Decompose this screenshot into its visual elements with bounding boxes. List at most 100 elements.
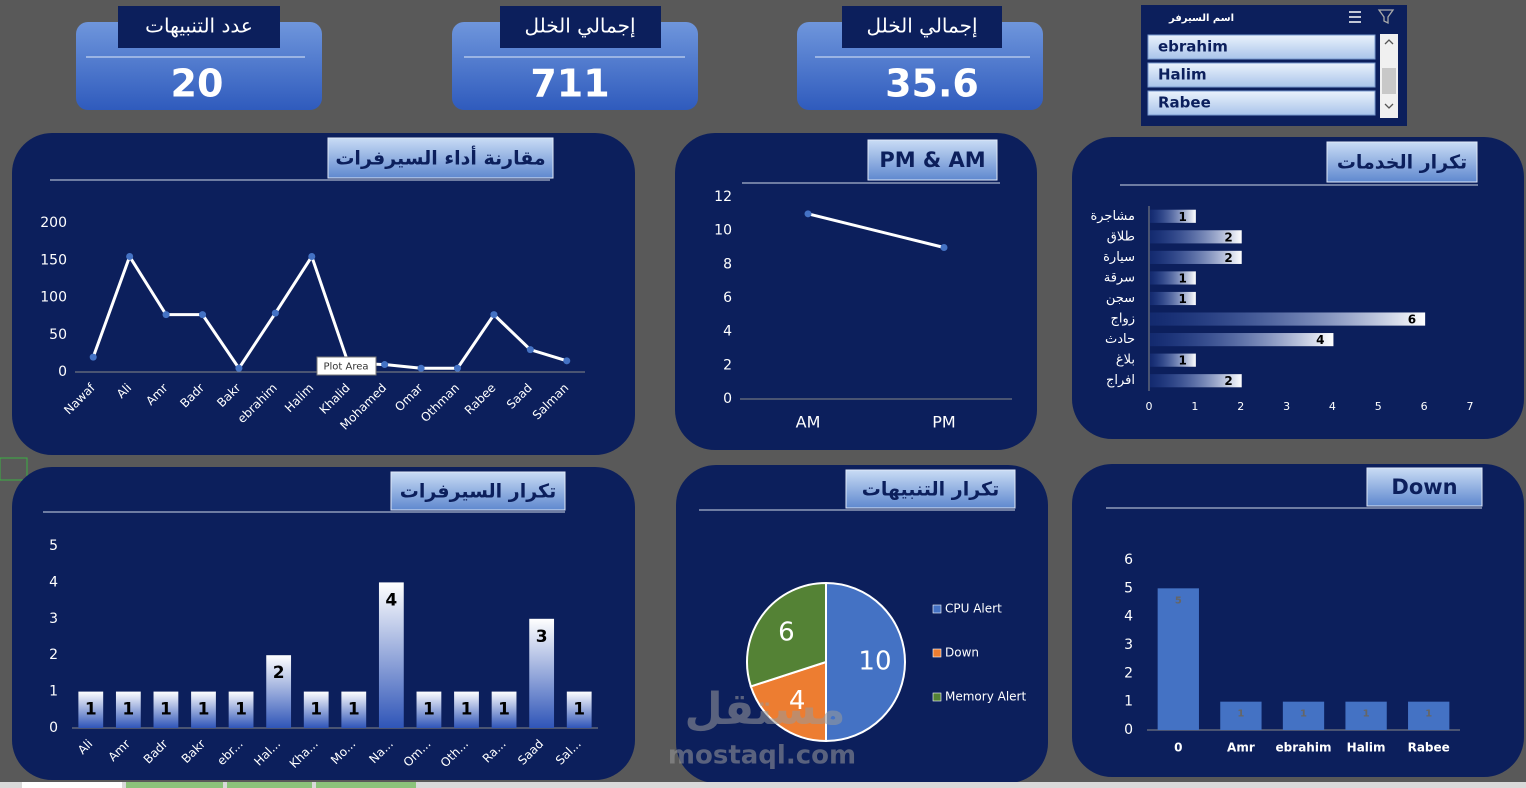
bar [1282,701,1325,730]
pie-slice [749,660,827,743]
value-label: 10 [858,647,891,677]
tooltip: Plot Area [316,356,377,376]
multi-select-button[interactable] [1344,8,1366,26]
bar [303,691,329,728]
legend-swatch [932,692,942,702]
y-tick-label: 4 [49,574,58,590]
sheet-tab[interactable] [22,782,122,788]
clear-filter-button[interactable] [1376,8,1398,26]
legend-label: Memory Alert [945,690,1026,704]
y-tick-label: 1 [49,684,58,700]
sheet-tab[interactable] [227,782,312,788]
kpi-title: عدد التنبيهات [145,14,253,38]
value-label: 4 [385,590,397,610]
bar [1345,701,1387,730]
value-label: 1 [85,700,97,720]
slicer-item[interactable]: ebrahim [1147,34,1376,60]
y-tick-label: 0 [723,391,732,407]
marker [417,364,425,372]
sheet-tab[interactable] [126,782,223,788]
bar [1150,353,1196,367]
kpi-value: 711 [530,62,609,106]
legend-swatch [932,648,942,658]
x-tick-label: 0 [1146,400,1153,413]
scroll-thumb[interactable] [1382,68,1396,94]
value-label: 1 [573,700,585,720]
slicer-item[interactable]: Halim [1147,62,1376,88]
y-tick-label: 50 [49,327,67,343]
bar [378,582,404,728]
value-label: 1 [1363,709,1370,720]
y-tick-label: 1 [1124,694,1133,710]
x-tick-label: 6 [1421,400,1428,413]
bar [1150,374,1242,388]
y-tick-label: 5 [49,538,58,554]
y-tick-label: 4 [1124,609,1133,625]
title-bg [867,139,998,181]
y-tick-label: حادث [1105,332,1135,347]
bar [1157,588,1199,730]
marker [490,311,498,319]
y-tick-label: 2 [723,357,732,373]
bar [529,618,555,728]
value-label: 1 [1178,292,1186,306]
value-label: 4 [1316,333,1324,347]
bar [1220,701,1262,730]
bar [1150,291,1196,306]
panel-bg [675,133,1037,450]
card-title-bg [118,6,280,48]
item-bg[interactable] [1147,62,1376,88]
bar [78,691,104,728]
item-bg[interactable] [1147,90,1376,116]
y-tick-label: 12 [714,189,732,205]
tooltip-text: Plot Area [323,362,368,373]
value-label: 1 [498,700,510,720]
item-label[interactable]: Halim [1158,66,1207,84]
bar [341,691,367,728]
y-tick-label: سجن [1106,291,1135,306]
title-bg [327,137,554,179]
y-tick-label: 3 [49,611,58,627]
bar [1150,230,1242,244]
item-label[interactable]: ebrahim [1158,38,1228,56]
x-tick-label: AM [796,413,821,432]
value-label: 2 [1224,251,1232,265]
cell-selection [0,457,28,481]
slicer-title: اسم السيرفر [1168,13,1234,24]
bar [566,691,592,728]
value-label: 1 [310,700,322,720]
y-tick-label: 10 [714,223,732,239]
value-label: 1 [423,700,435,720]
x-tick-label: PM [932,413,955,432]
item-label[interactable]: Rabee [1158,94,1211,112]
value-label: 2 [273,663,285,683]
x-tick-label: 2 [1237,400,1244,413]
bar [1408,701,1450,730]
kpi-title: إجمالي الخلل [866,14,977,39]
value-label: 1 [348,700,360,720]
value-label: 2 [1224,230,1232,244]
sheet-tab[interactable] [316,782,416,788]
marker [563,357,571,365]
slicer-item[interactable]: Rabee [1147,90,1376,116]
tab-strip [0,782,1526,788]
chart-panel: Down 0 1 2 3 4 5 6 0 5 Amr 1 ebrahim 1 Halim 1 Rabee 1 [1072,464,1524,777]
x-tick-label: 0 [1174,741,1182,755]
marker [526,346,534,354]
legend-label: Down [945,646,979,660]
legend-label: CPU Alert [945,602,1002,616]
bar [1150,250,1242,264]
scroll-arrows[interactable] [1384,39,1394,109]
chart-title: تكرار السيرفرات [400,481,557,503]
slicer: اسم السيرفر ebrahim Halim Rabee [1141,5,1407,126]
y-tick-label: 2 [1124,665,1133,681]
value-label: 5 [1175,595,1182,606]
line [807,212,945,249]
marker [381,361,389,369]
y-tick-label: سرقة [1104,270,1135,285]
bar [491,691,517,728]
item-bg[interactable] [1147,34,1376,60]
